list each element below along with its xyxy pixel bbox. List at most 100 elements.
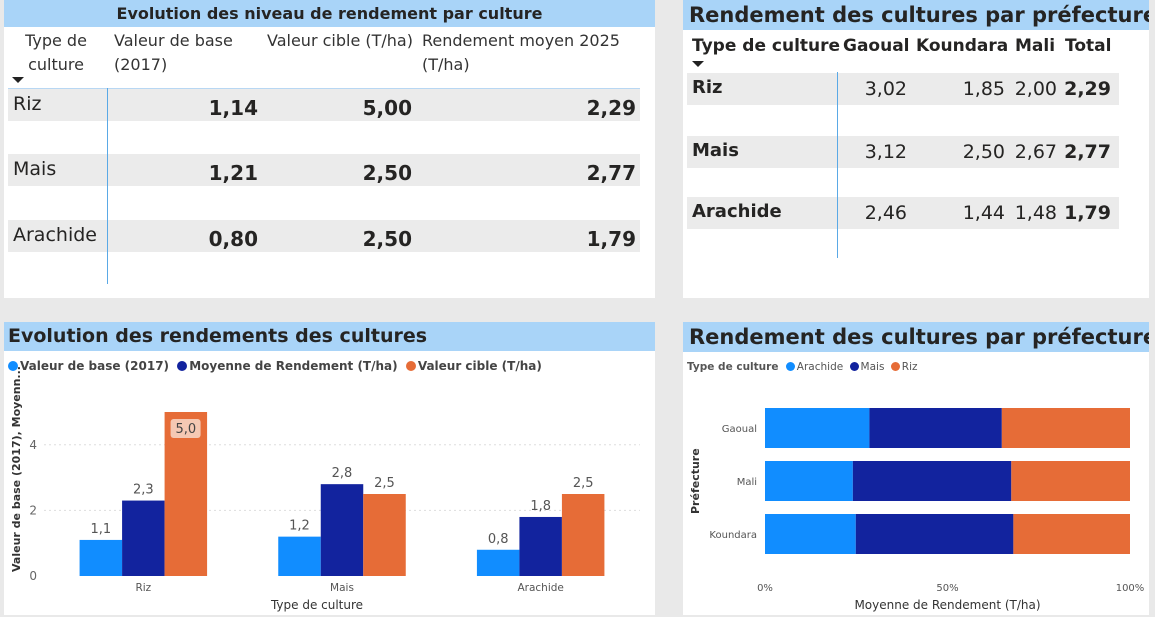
col-header-type[interactable]: Type de culture: [692, 36, 841, 56]
legend-dot-icon: [785, 362, 795, 371]
bar[interactable]: [519, 516, 562, 576]
legend-item[interactable]: Mais: [849, 361, 884, 373]
col-header-base[interactable]: Valeur de base (2017): [114, 31, 233, 74]
culture-cell: Mais: [692, 140, 739, 161]
data-label: 1,2: [289, 519, 310, 534]
bar-segment[interactable]: [852, 461, 1012, 501]
table1-title: Evolution des niveau de rendement par cu…: [4, 0, 655, 27]
bar-segment[interactable]: [765, 408, 870, 448]
moyen-cell: 2,77: [586, 161, 636, 185]
bar-segment[interactable]: [765, 461, 853, 501]
row-band-riz: [687, 73, 1119, 105]
data-label: 2,3: [133, 483, 154, 498]
data-label-bg: [170, 419, 201, 438]
legend-item[interactable]: Valeur cible (T/ha): [405, 359, 542, 373]
col-header-gaoual[interactable]: Gaoual: [843, 36, 910, 56]
bar-segment[interactable]: [1011, 461, 1130, 501]
culture-cell: Arachide: [692, 201, 782, 222]
col-header-koundara[interactable]: Koundara: [916, 36, 1009, 56]
column-divider: [837, 72, 838, 258]
koundara-cell: 2,50: [962, 141, 1005, 163]
table2-title: Rendement des cultures par préfecture: [683, 0, 1149, 30]
y-tick-label: 4: [29, 438, 37, 452]
col-header-moyen[interactable]: Rendement moyen 2025 (T/ha): [422, 31, 620, 74]
header-divider: [8, 88, 640, 89]
x-axis-title: Type de culture: [270, 598, 363, 612]
bar[interactable]: [320, 484, 364, 576]
legend-dot-icon: [405, 361, 416, 371]
bar[interactable]: [122, 500, 165, 576]
legend-dot-icon: [177, 361, 188, 371]
base-cell: 1,14: [208, 96, 258, 120]
y-axis-title: Préfecture: [689, 448, 702, 514]
bar-segment[interactable]: [1001, 408, 1130, 448]
row-band-arachide: [687, 197, 1119, 229]
y-axis-title: Valeur de base (2017), Moyenn...: [10, 366, 23, 572]
bar-segment[interactable]: [1013, 514, 1130, 554]
legend-dot-icon: [849, 362, 859, 371]
bar-segment[interactable]: [765, 514, 856, 554]
bar[interactable]: [561, 494, 605, 576]
col-header-mali[interactable]: Mali: [1015, 36, 1056, 56]
mali-cell: 2,67: [1014, 141, 1057, 163]
y-tick-label: 2: [29, 503, 37, 517]
legend-dot-icon: [890, 362, 900, 371]
moyen-cell: 2,29: [586, 96, 636, 120]
culture-cell: Riz: [13, 93, 42, 115]
yield-evolution-table-panel: Evolution des niveau de rendement par cu…: [4, 0, 655, 298]
x-tick-label: Riz: [135, 582, 151, 594]
gaoual-cell: 3,12: [864, 141, 907, 163]
total-cell: 2,29: [1064, 78, 1111, 100]
data-label: 1,1: [90, 522, 111, 537]
chart1-legend: Valeur de base (2017) Moyenne de Rendeme…: [8, 359, 542, 373]
data-label: 2,8: [332, 466, 353, 481]
bar[interactable]: [476, 549, 520, 576]
row-band-mais: [8, 154, 640, 186]
row-band-riz: [8, 89, 640, 121]
y-tick-label: Koundara: [709, 530, 757, 541]
prefecture-stacked-chart-panel: Rendement des cultures par préfecture Ty…: [683, 322, 1149, 615]
bar-segment[interactable]: [869, 408, 1002, 448]
data-label: 2,5: [374, 476, 395, 491]
prefecture-matrix-panel: Rendement des cultures par préfecture Ty…: [683, 0, 1149, 298]
legend-item[interactable]: Arachide: [785, 361, 843, 373]
legend-item[interactable]: Riz: [890, 361, 918, 373]
yield-evolution-chart-panel: Evolution des rendements des cultures Va…: [4, 322, 655, 615]
total-cell: 1,79: [1064, 202, 1111, 224]
x-tick-label: Mais: [330, 582, 354, 594]
col-header-total[interactable]: Total: [1065, 36, 1112, 56]
bar[interactable]: [164, 412, 208, 576]
koundara-cell: 1,44: [962, 202, 1005, 224]
legend-item[interactable]: Valeur de base (2017): [8, 359, 169, 373]
row-band-mais: [687, 136, 1119, 168]
mali-cell: 2,00: [1014, 78, 1057, 100]
cible-cell: 2,50: [362, 227, 412, 251]
data-label: 1,8: [530, 499, 551, 514]
bar-segment[interactable]: [855, 514, 1014, 554]
sort-descending-icon[interactable]: [692, 61, 704, 67]
bar[interactable]: [363, 494, 406, 576]
data-label: 5,0: [175, 422, 196, 437]
y-tick-label: Mali: [737, 477, 757, 488]
x-axis-title: Moyenne de Rendement (T/ha): [854, 598, 1040, 612]
legend-item[interactable]: Moyenne de Rendement (T/ha): [177, 359, 398, 373]
y-tick-label: 0: [29, 569, 37, 583]
x-tick-label: 0%: [757, 583, 773, 594]
col-header-cible[interactable]: Valeur cible (T/ha): [267, 31, 413, 50]
x-tick-label: 50%: [936, 583, 958, 594]
total-cell: 2,77: [1064, 141, 1111, 163]
row-band-arachide: [8, 220, 640, 252]
column-divider: [107, 88, 108, 284]
gaoual-cell: 3,02: [864, 78, 907, 100]
bar[interactable]: [278, 536, 321, 576]
moyen-cell: 1,79: [586, 227, 636, 251]
col-header-type[interactable]: Type de culture: [25, 31, 87, 74]
legend-title: Type de culture: [687, 361, 779, 373]
clustered-column-chart: 0 2 4 1,1 2,3 5,0 Riz 1,2 2,8 2,5 Mais 0,8 1,8 2,5 Ara…: [10, 366, 640, 612]
base-cell: 1,21: [208, 161, 258, 185]
sort-descending-icon[interactable]: [12, 77, 24, 83]
x-tick-label: Arachide: [517, 582, 563, 594]
bar[interactable]: [79, 539, 123, 576]
cible-cell: 5,00: [362, 96, 412, 120]
mali-cell: 1,48: [1014, 202, 1057, 224]
